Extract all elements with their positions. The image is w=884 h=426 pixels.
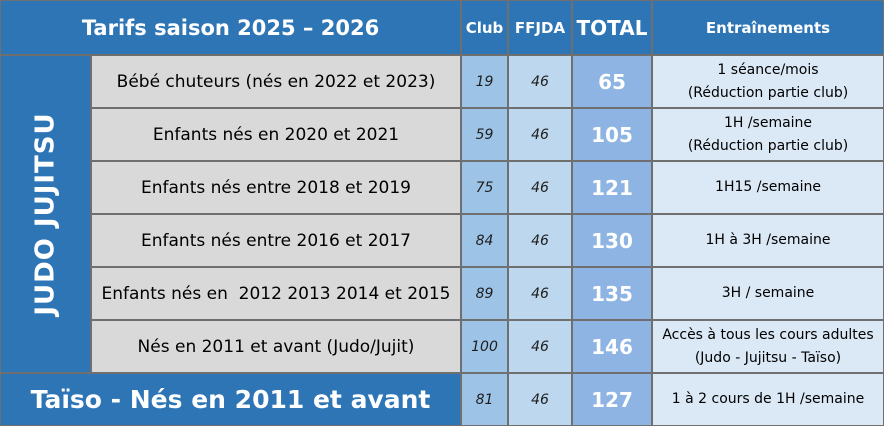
taiso-entrainements: 1 à 2 cours de 1H /semaine [652,373,884,426]
row-entrainements: 1 séance/mois (Réduction partie club) [652,55,884,108]
row-total-price: 121 [572,161,652,214]
row-total-price: 146 [572,320,652,373]
entrainement-line: 3H / semaine [721,285,815,301]
row-ffjda-price: 46 [508,108,572,161]
entrainement-line: Accès à tous les cours adultes [662,326,874,343]
table-title: Tarifs saison 2025 – 2026 [0,0,461,55]
entrainement-note: (Judo - Jujitsu - Taïso) [694,349,842,366]
taiso-category: Taïso - Nés en 2011 et avant [0,373,461,426]
row-category: Enfants nés en 2012 2013 2014 et 2015 [91,267,461,320]
entrainement-line: 1H15 /semaine [715,179,821,195]
side-label-text: JUDO JUJITSU [30,112,61,316]
row-category: Enfants nés entre 2016 et 2017 [91,214,461,267]
row-total-price: 105 [572,108,652,161]
entrainement-note: (Réduction partie club) [687,137,849,154]
row-entrainements: 1H à 3H /semaine [652,214,884,267]
row-club-price: 19 [461,55,508,108]
row-ffjda-price: 46 [508,267,572,320]
row-total-price: 65 [572,55,652,108]
row-category: Enfants nés en 2020 et 2021 [91,108,461,161]
entrainement-line: 1H /semaine [723,114,813,131]
row-category: Nés en 2011 et avant (Judo/Jujit) [91,320,461,373]
taiso-ffjda-price: 46 [508,373,572,426]
row-total-price: 130 [572,214,652,267]
row-entrainements: Accès à tous les cours adultes (Judo - J… [652,320,884,373]
row-entrainements: 3H / semaine [652,267,884,320]
entrainement-line: 1H à 3H /semaine [705,232,831,248]
col-header-ffjda: FFJDA [508,0,572,55]
entrainement-line: 1 séance/mois [717,61,819,78]
side-label-judo-jujitsu: JUDO JUJITSU [0,55,91,373]
col-header-club: Club [461,0,508,55]
row-ffjda-price: 46 [508,161,572,214]
row-entrainements: 1H /semaine (Réduction partie club) [652,108,884,161]
row-total-price: 135 [572,267,652,320]
row-category: Enfants nés entre 2018 et 2019 [91,161,461,214]
taiso-total-price: 127 [572,373,652,426]
row-club-price: 75 [461,161,508,214]
taiso-club-price: 81 [461,373,508,426]
row-category: Bébé chuteurs (nés en 2022 et 2023) [91,55,461,108]
col-header-total: TOTAL [572,0,652,55]
row-club-price: 100 [461,320,508,373]
row-club-price: 84 [461,214,508,267]
row-ffjda-price: 46 [508,55,572,108]
row-club-price: 59 [461,108,508,161]
row-club-price: 89 [461,267,508,320]
row-entrainements: 1H15 /semaine [652,161,884,214]
row-ffjda-price: 46 [508,214,572,267]
entrainement-note: (Réduction partie club) [687,84,849,101]
row-ffjda-price: 46 [508,320,572,373]
col-header-entrainements: Entraînements [652,0,884,55]
